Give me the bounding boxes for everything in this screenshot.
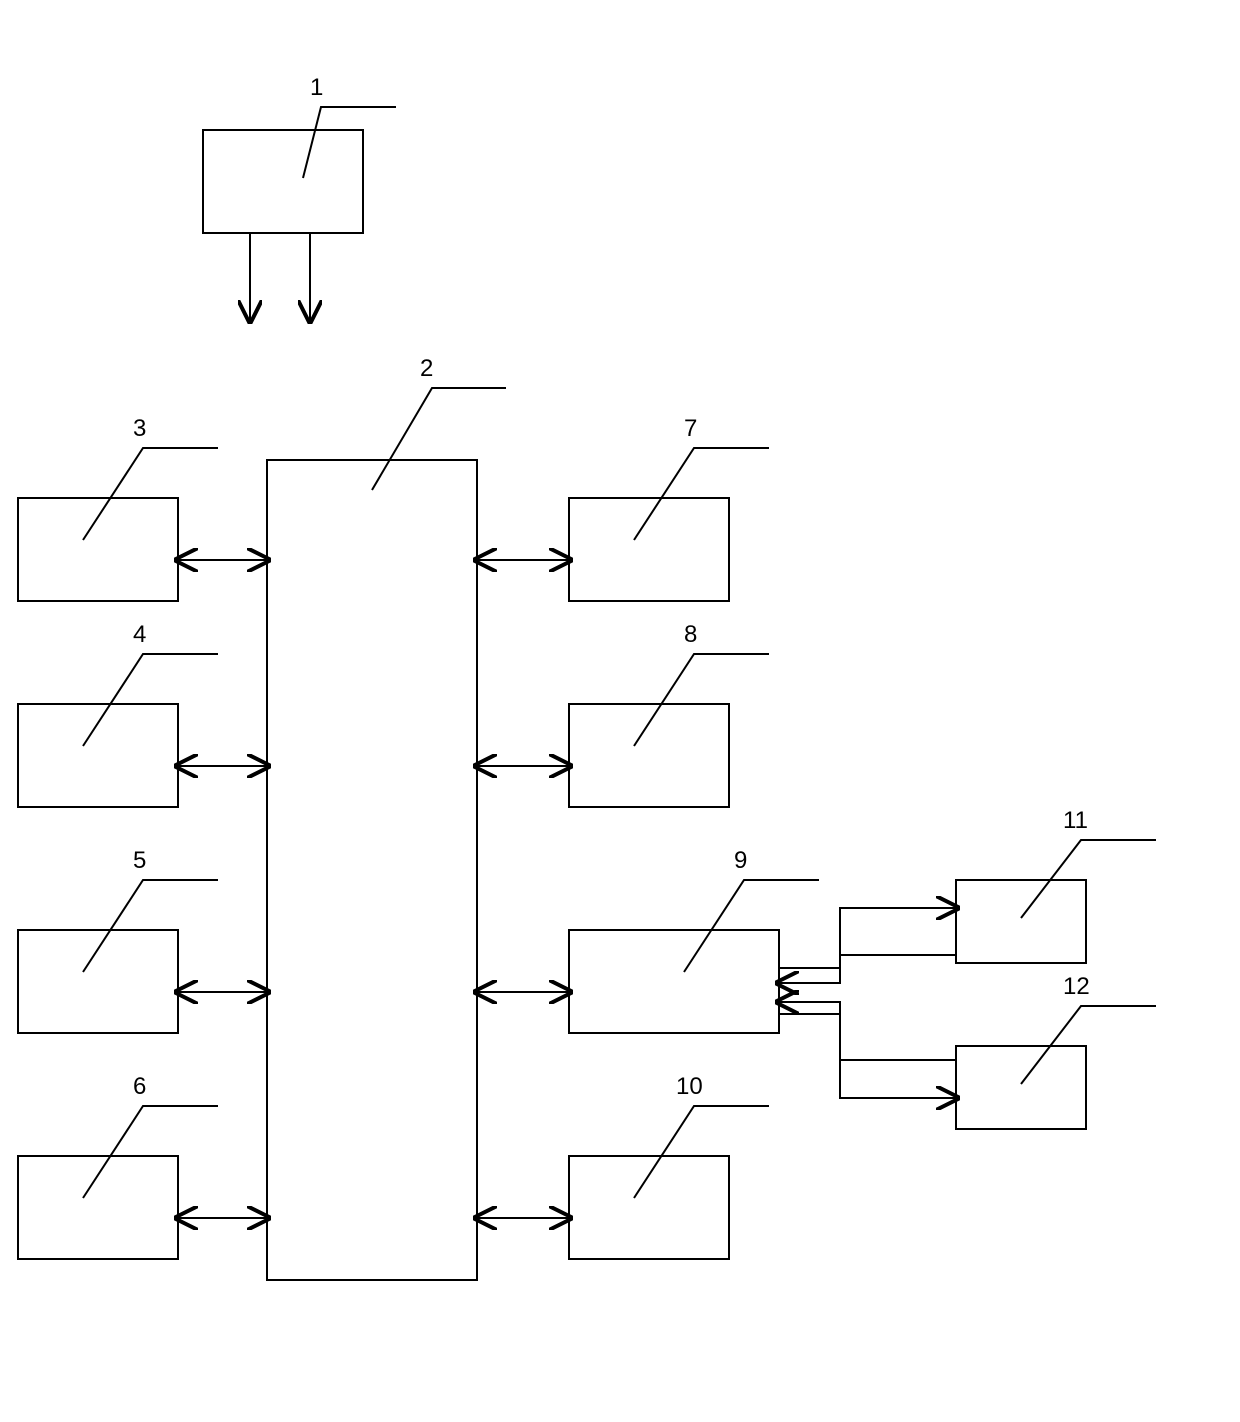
diagram-canvas bbox=[0, 0, 1240, 1422]
node-6 bbox=[18, 1156, 178, 1259]
node-label-11: 11 bbox=[1063, 807, 1088, 835]
node-label-6: 6 bbox=[133, 1073, 146, 1101]
elbow-arrow-3 bbox=[779, 1014, 956, 1098]
node-label-10: 10 bbox=[676, 1073, 703, 1101]
leader-line-6 bbox=[83, 1106, 218, 1198]
node-12 bbox=[956, 1046, 1086, 1129]
leader-line-8 bbox=[634, 654, 769, 746]
node-label-8: 8 bbox=[684, 621, 697, 649]
node-9 bbox=[569, 930, 779, 1033]
node-7 bbox=[569, 498, 729, 601]
node-label-5: 5 bbox=[133, 847, 146, 875]
node-label-4: 4 bbox=[133, 621, 146, 649]
node-3 bbox=[18, 498, 178, 601]
leader-line-4 bbox=[83, 654, 218, 746]
node-2 bbox=[267, 460, 477, 1280]
node-label-1: 1 bbox=[310, 74, 323, 102]
node-label-9: 9 bbox=[734, 847, 747, 875]
node-8 bbox=[569, 704, 729, 807]
node-label-2: 2 bbox=[420, 355, 433, 383]
leader-line-10 bbox=[634, 1106, 769, 1198]
leader-line-1 bbox=[303, 107, 396, 178]
node-1 bbox=[203, 130, 363, 233]
node-11 bbox=[956, 880, 1086, 963]
leader-line-5 bbox=[83, 880, 218, 972]
elbow-arrow-2 bbox=[779, 1002, 956, 1060]
leader-line-9 bbox=[684, 880, 819, 972]
elbow-arrow-0 bbox=[779, 908, 956, 968]
leader-line-7 bbox=[634, 448, 769, 540]
node-10 bbox=[569, 1156, 729, 1259]
node-label-3: 3 bbox=[133, 415, 146, 443]
leader-line-3 bbox=[83, 448, 218, 540]
node-4 bbox=[18, 704, 178, 807]
node-label-12: 12 bbox=[1063, 973, 1090, 1001]
node-5 bbox=[18, 930, 178, 1033]
leader-line-2 bbox=[372, 388, 506, 490]
node-label-7: 7 bbox=[684, 415, 697, 443]
